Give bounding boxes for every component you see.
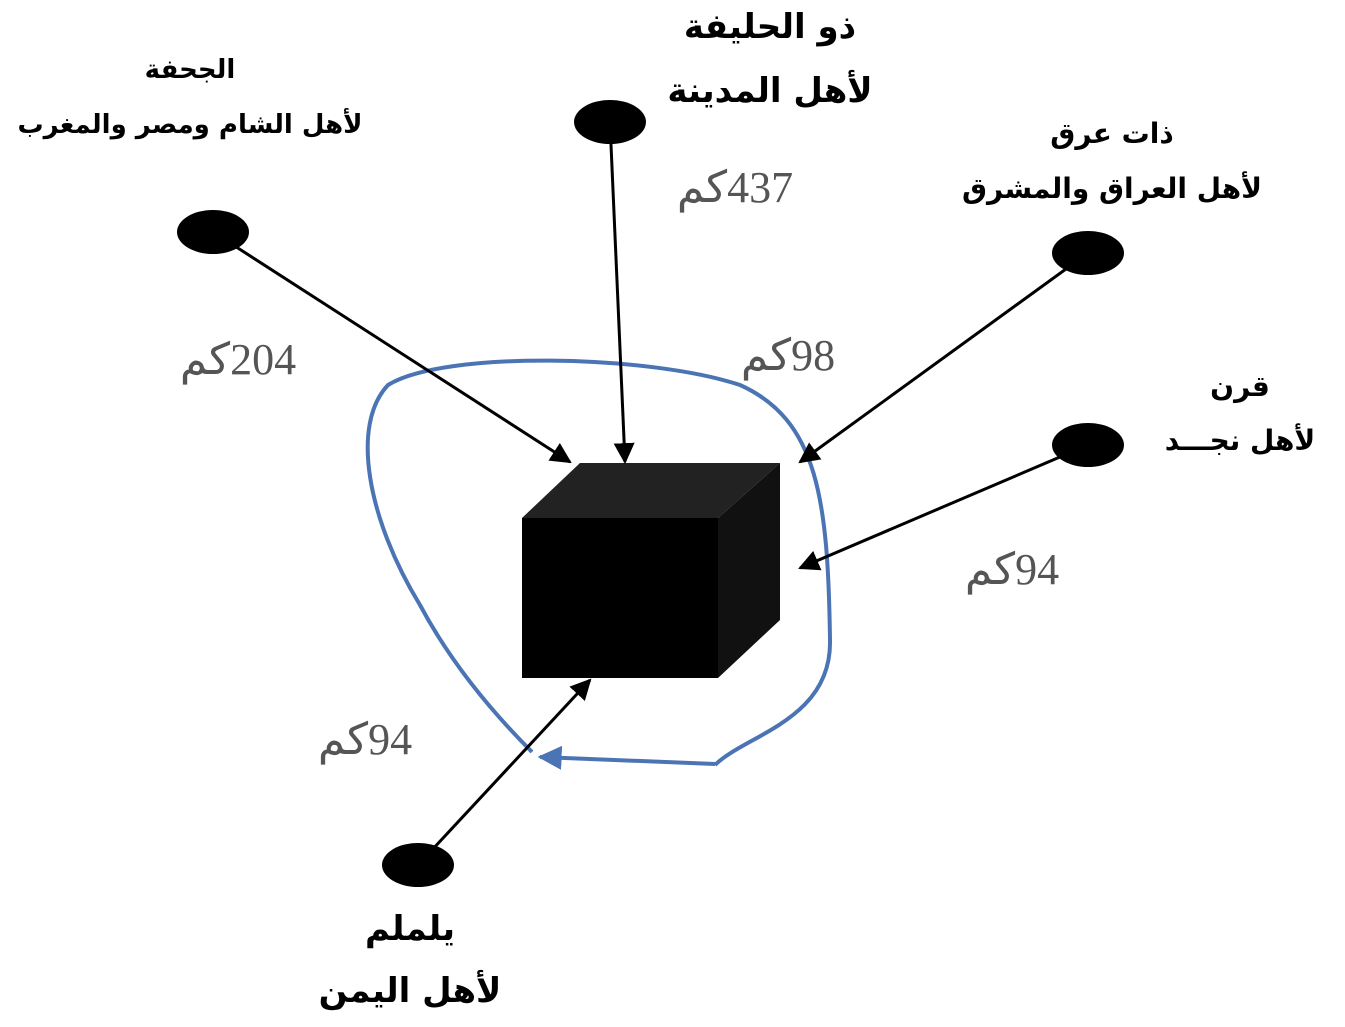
miqat-people: لأهل المدينة bbox=[667, 69, 872, 111]
miqat-name: يلملم bbox=[365, 909, 455, 949]
kaaba bbox=[522, 463, 780, 678]
miqat-name: ذات عرق bbox=[1050, 117, 1173, 150]
arrow bbox=[800, 253, 1088, 462]
miqat-name: ذو الحليفة bbox=[684, 7, 856, 47]
miqat-diagram: ذو الحليفة لأهل المدينة 437كم الجحفة لأهل ال… bbox=[0, 0, 1345, 1027]
arrow bbox=[418, 680, 590, 865]
miqat-dot bbox=[574, 100, 646, 144]
miqat-people: لأهل نجـــد bbox=[1165, 423, 1316, 457]
miqat-people: لأهل اليمن bbox=[319, 969, 502, 1011]
miqat-people: لأهل الشام ومصر والمغرب bbox=[18, 108, 363, 140]
miqat-dot bbox=[1052, 231, 1124, 275]
distance: 204كم bbox=[180, 335, 296, 385]
distance: 98كم bbox=[741, 331, 835, 381]
arrow bbox=[610, 122, 625, 462]
distance: 94كم bbox=[965, 545, 1059, 595]
miqat-dot bbox=[382, 843, 454, 887]
miqat-people: لأهل العراق والمشرق bbox=[962, 171, 1262, 205]
tawaf-arrow bbox=[540, 757, 715, 764]
miqat-name: الجحفة bbox=[145, 55, 236, 85]
miqat-dot bbox=[177, 210, 249, 254]
distance: 437كم bbox=[677, 163, 793, 213]
miqat-name: قرن bbox=[1210, 370, 1270, 403]
distance: 94كم bbox=[318, 715, 412, 765]
miqat-dot bbox=[1052, 423, 1124, 467]
